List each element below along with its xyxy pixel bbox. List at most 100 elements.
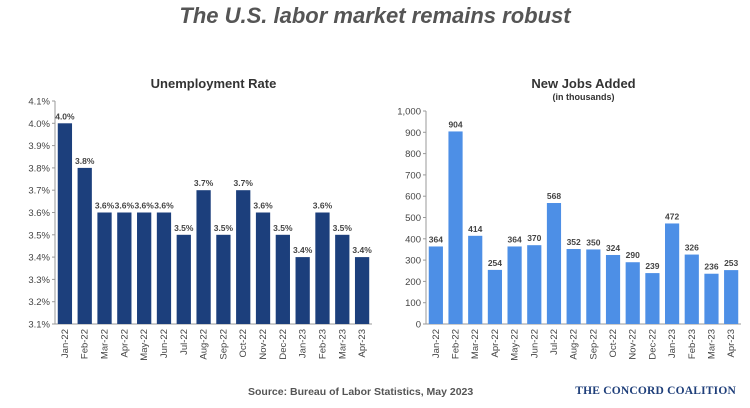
unemployment-data-label: 3.4% — [352, 245, 372, 255]
jobs-data-label: 904 — [448, 119, 462, 129]
jobs-data-label: 568 — [547, 191, 561, 201]
jobs-bar — [665, 223, 680, 324]
unemployment-y-tick-label: 3.9% — [28, 141, 50, 152]
jobs-bar — [684, 254, 699, 324]
jobs-bar — [586, 249, 601, 324]
jobs-y-tick-label: 200 — [405, 277, 421, 288]
jobs-chart-title: New Jobs Added — [531, 76, 635, 91]
unemployment-y-tick-label: 4.0% — [28, 119, 50, 130]
unemployment-bar — [156, 212, 172, 324]
jobs-data-label: 253 — [724, 258, 738, 268]
jobs-bar — [724, 270, 739, 324]
jobs-data-label: 290 — [626, 250, 640, 260]
unemployment-bar — [196, 190, 211, 324]
jobs-data-label: 326 — [685, 243, 699, 253]
unemployment-x-tick-label: Feb-22 — [80, 329, 91, 359]
unemployment-data-label: 3.5% — [174, 223, 194, 233]
unemployment-y-tick-label: 3.4% — [28, 253, 50, 264]
jobs-data-label: 236 — [704, 262, 718, 272]
jobs-data-label: 364 — [508, 234, 522, 244]
jobs-x-tick-label: Oct-22 — [608, 329, 619, 358]
unemployment-x-tick-label: Nov-22 — [258, 329, 269, 360]
unemployment-data-label: 4.0% — [55, 111, 75, 121]
jobs-y-tick-label: 100 — [405, 298, 421, 309]
jobs-x-tick-label: Jan-23 — [667, 329, 678, 358]
source-note: Source: Bureau of Labor Statistics, May … — [248, 386, 474, 398]
jobs-data-label: 239 — [645, 261, 659, 271]
jobs-data-label: 370 — [527, 233, 541, 243]
unemployment-data-label: 3.4% — [293, 245, 313, 255]
jobs-x-tick-label: Jan-22 — [431, 329, 442, 358]
jobs-bar — [625, 262, 640, 324]
jobs-bar — [527, 245, 542, 324]
jobs-x-tick-label: Feb-22 — [451, 329, 462, 359]
unemployment-x-tick-label: Dec-22 — [278, 329, 289, 360]
jobs-bar — [487, 269, 502, 324]
unemployment-data-label: 3.6% — [253, 201, 273, 211]
unemployment-data-label: 3.6% — [134, 201, 154, 211]
unemployment-bar — [295, 257, 310, 324]
unemployment-data-label: 3.5% — [273, 223, 293, 233]
jobs-y-tick-label: 1,000 — [397, 107, 421, 118]
unemployment-x-tick-label: Sep-22 — [218, 329, 229, 360]
unemployment-y-tick-label: 3.7% — [28, 186, 50, 197]
unemployment-data-label: 3.5% — [333, 223, 353, 233]
unemployment-y-tick-label: 3.1% — [28, 320, 50, 331]
unemployment-data-label: 3.7% — [194, 178, 214, 188]
unemployment-x-tick-label: Jan-22 — [60, 329, 71, 358]
jobs-y-tick-label: 400 — [405, 234, 421, 245]
unemployment-bar — [275, 234, 290, 324]
brand-logo: THE CONCORD COALITION — [575, 385, 736, 397]
jobs-bar — [468, 235, 483, 324]
unemployment-y-tick-label: 3.6% — [28, 208, 50, 219]
jobs-x-tick-label: Aug-22 — [569, 329, 580, 360]
unemployment-y-tick-label: 3.3% — [28, 275, 50, 286]
unemployment-data-label: 3.6% — [115, 201, 135, 211]
jobs-x-tick-label: Mar-22 — [470, 329, 481, 359]
jobs-y-tick-label: 300 — [405, 256, 421, 267]
jobs-data-label: 324 — [606, 243, 620, 253]
unemployment-y-tick-label: 3.8% — [28, 163, 50, 174]
jobs-bar — [448, 131, 463, 324]
unemployment-bar — [117, 212, 132, 324]
jobs-data-label: 364 — [429, 234, 443, 244]
jobs-data-label: 472 — [665, 211, 679, 221]
jobs-bar — [546, 203, 562, 324]
jobs-y-tick-label: 800 — [405, 149, 421, 160]
unemployment-bar — [77, 167, 92, 324]
page-title: The U.S. labor market remains robust — [179, 3, 571, 28]
brand-text: THE CONCORD COALITION — [575, 385, 736, 397]
jobs-x-tick-label: Jun-22 — [529, 329, 540, 358]
jobs-x-tick-label: Jul-22 — [549, 329, 560, 355]
unemployment-chart-title: Unemployment Rate — [151, 76, 277, 91]
unemployment-x-tick-label: Oct-22 — [238, 329, 249, 358]
unemployment-data-label: 3.7% — [234, 178, 254, 188]
jobs-x-tick-label: Mar-23 — [706, 329, 717, 359]
unemployment-bar — [315, 212, 330, 324]
jobs-bar — [428, 246, 443, 324]
unemployment-x-tick-label: Apr-22 — [119, 329, 130, 358]
jobs-bar — [507, 246, 522, 324]
unemployment-bar — [97, 212, 112, 324]
jobs-data-label: 352 — [567, 237, 581, 247]
unemployment-y-tick-label: 4.1% — [28, 97, 50, 108]
unemployment-x-tick-label: Apr-23 — [357, 329, 368, 358]
unemployment-x-tick-label: Mar-22 — [100, 329, 111, 359]
jobs-bar — [566, 249, 581, 324]
jobs-x-tick-label: Nov-22 — [628, 329, 639, 360]
unemployment-bar — [255, 212, 271, 324]
unemployment-x-tick-label: Mar-23 — [337, 329, 348, 359]
unemployment-y-tick-label: 3.2% — [28, 297, 50, 308]
unemployment-data-label: 3.6% — [313, 201, 333, 211]
jobs-chart-subtitle: (in thousands) — [553, 92, 615, 102]
jobs-data-label: 350 — [586, 237, 600, 247]
unemployment-bar — [176, 234, 191, 324]
unemployment-x-tick-label: Jul-22 — [179, 329, 190, 355]
jobs-x-tick-label: Feb-23 — [687, 329, 698, 359]
jobs-bar — [605, 254, 621, 324]
jobs-x-tick-label: May-22 — [510, 329, 521, 361]
jobs-x-tick-label: Sep-22 — [588, 329, 599, 360]
unemployment-data-label: 3.8% — [75, 156, 95, 166]
unemployment-x-tick-label: Jun-22 — [159, 329, 170, 358]
unemployment-bar — [335, 234, 350, 324]
